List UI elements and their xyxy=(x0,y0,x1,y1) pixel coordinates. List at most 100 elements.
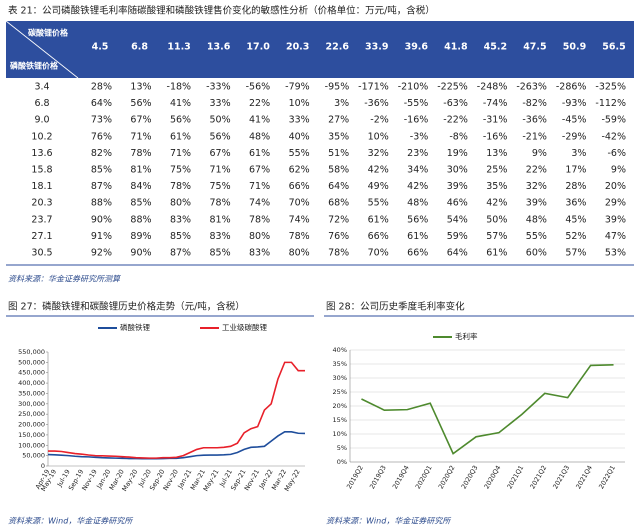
y-tick-label: 20% xyxy=(333,402,347,410)
cell: 56% xyxy=(407,214,428,225)
cell: 91% xyxy=(91,231,112,242)
cell: 3% xyxy=(571,148,586,159)
cell: 78% xyxy=(328,248,349,259)
y-tick-label: 35% xyxy=(333,360,347,368)
column-label: 20.3 xyxy=(286,42,309,53)
column-label: 17.0 xyxy=(246,42,270,53)
cell: 82% xyxy=(91,148,112,159)
x-tick-label: 2019Q3 xyxy=(368,464,388,490)
cell: 42% xyxy=(407,181,428,192)
cell: 56% xyxy=(170,115,191,126)
cell: 75% xyxy=(170,165,191,176)
column-label: 45.2 xyxy=(484,42,507,53)
cell: -74% xyxy=(483,98,508,109)
cell: -16% xyxy=(483,131,508,142)
cell: 88% xyxy=(130,214,151,225)
cell: 61% xyxy=(170,131,191,142)
cell: -171% xyxy=(358,82,389,93)
column-label: 41.8 xyxy=(444,42,468,53)
cell: 22% xyxy=(526,165,547,176)
cell: 81% xyxy=(130,165,151,176)
column-label: 56.5 xyxy=(602,42,625,53)
cell: 39% xyxy=(605,214,626,225)
cell: 85% xyxy=(209,248,230,259)
y-tick-label: 15% xyxy=(333,416,347,424)
cell: 20% xyxy=(605,181,626,192)
corner-diagonal xyxy=(5,20,79,79)
cell: 62% xyxy=(289,165,310,176)
y-tick-label: 500,000 xyxy=(18,358,45,366)
cell: 87% xyxy=(170,248,191,259)
cell: 40% xyxy=(289,131,310,142)
cell: 78% xyxy=(289,231,310,242)
legend-label: 毛利率 xyxy=(455,331,478,341)
cell: -82% xyxy=(522,98,547,109)
series-line xyxy=(361,364,614,455)
cell: -225% xyxy=(437,82,468,93)
cell: 71% xyxy=(130,131,151,142)
cell: 80% xyxy=(170,198,191,209)
cell: -56% xyxy=(246,82,271,93)
cell: 50% xyxy=(486,214,507,225)
cell: 50% xyxy=(209,115,230,126)
cell: 88% xyxy=(91,198,112,209)
cell: -79% xyxy=(285,82,310,93)
cell: 78% xyxy=(209,198,230,209)
y-tick-label: 400,000 xyxy=(18,379,45,387)
column-label: 33.9 xyxy=(365,42,388,53)
cell: 54% xyxy=(447,214,468,225)
cell: 67% xyxy=(209,148,230,159)
cell: 46% xyxy=(447,198,468,209)
cell: 42% xyxy=(368,165,389,176)
row-label: 10.2 xyxy=(31,131,52,142)
cell: 66% xyxy=(368,231,389,242)
row-label: 13.6 xyxy=(31,148,52,159)
row-label: 27.1 xyxy=(31,231,52,242)
cell: 85% xyxy=(170,231,191,242)
y-tick-label: 350,000 xyxy=(18,389,45,397)
cell: 83% xyxy=(170,214,191,225)
y-tick-label: 450,000 xyxy=(18,369,45,377)
cell: -325% xyxy=(595,82,626,93)
cell: -45% xyxy=(562,115,587,126)
cell: 61% xyxy=(249,148,270,159)
cell: 32% xyxy=(368,148,389,159)
y-tick-label: 200,000 xyxy=(18,421,45,429)
cell: 39% xyxy=(526,198,547,209)
cell: 87% xyxy=(91,181,112,192)
cell: 35% xyxy=(328,131,349,142)
cell: 78% xyxy=(170,181,191,192)
cell: 71% xyxy=(249,181,270,192)
cell: -8% xyxy=(449,131,468,142)
cell: 41% xyxy=(249,115,270,126)
column-label: 22.6 xyxy=(326,42,350,53)
x-tick-label: 2021Q4 xyxy=(574,464,594,490)
row-label: 6.8 xyxy=(34,98,49,109)
cell: 35% xyxy=(486,181,507,192)
cell: 64% xyxy=(447,248,468,259)
cell: 74% xyxy=(289,214,310,225)
cell: 47% xyxy=(605,231,626,242)
cell: 66% xyxy=(289,181,310,192)
cell: -55% xyxy=(404,98,429,109)
cell: 85% xyxy=(91,165,112,176)
cell: 57% xyxy=(565,248,586,259)
cell: 83% xyxy=(249,248,270,259)
legend-label: 工业级碳酸锂 xyxy=(222,322,267,332)
cell: 92% xyxy=(91,248,112,259)
cell: 76% xyxy=(91,131,112,142)
cell: -2% xyxy=(370,115,389,126)
cell: -33% xyxy=(206,82,231,93)
cell: -36% xyxy=(522,115,547,126)
cell: 90% xyxy=(130,248,151,259)
cell: 61% xyxy=(368,214,389,225)
figure-title: 图 28：公司历史季度毛利率变化 xyxy=(326,301,465,313)
row-label: 20.3 xyxy=(31,198,52,209)
cell: 27% xyxy=(328,115,349,126)
cell: 78% xyxy=(130,148,151,159)
series-line xyxy=(47,431,306,460)
cell: 61% xyxy=(407,231,428,242)
cell: -112% xyxy=(595,98,626,109)
cell: 55% xyxy=(368,198,389,209)
